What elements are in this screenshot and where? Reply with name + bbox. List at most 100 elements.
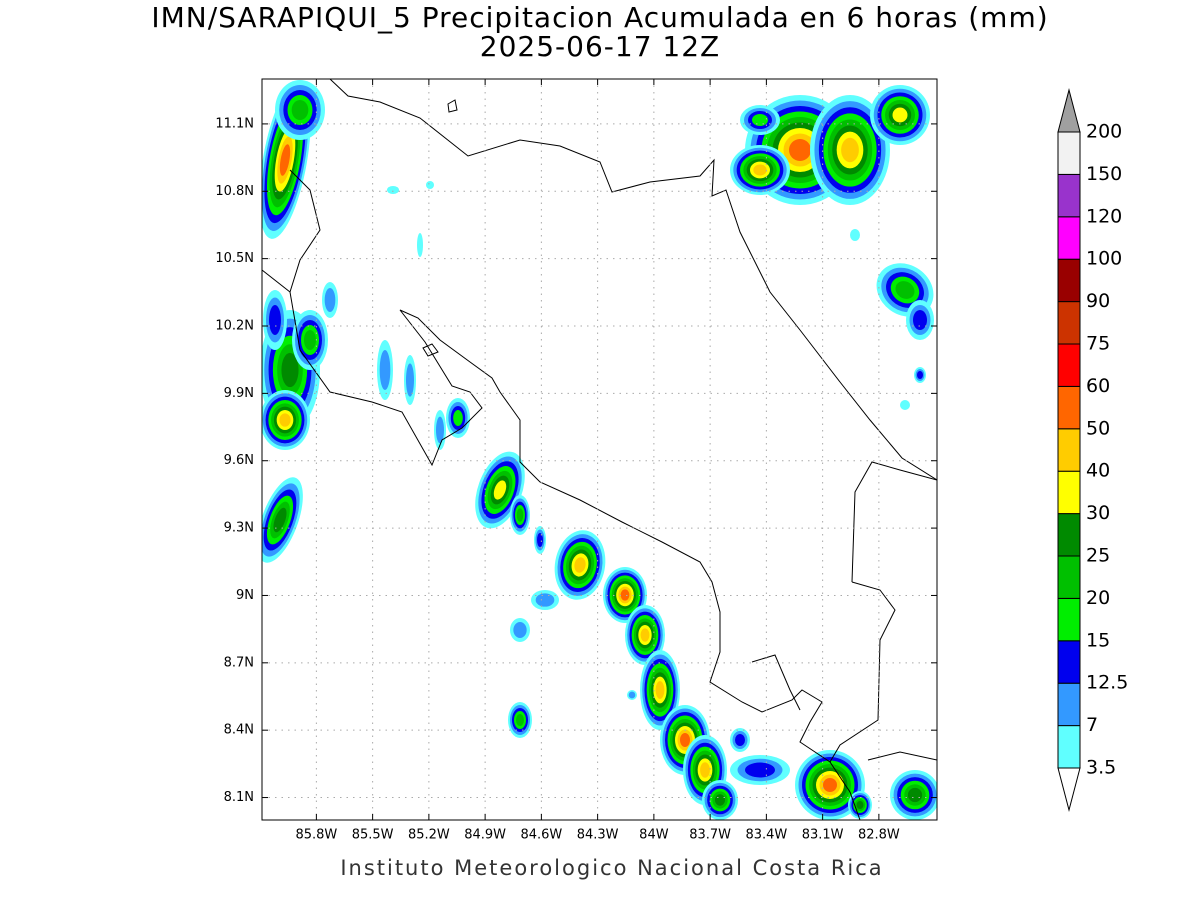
x-tick-label: 84.9W	[464, 828, 506, 843]
rain-contour	[535, 593, 555, 607]
colorbar-bin	[1057, 343, 1081, 387]
rain-contour	[291, 100, 309, 120]
colorbar-label: 50	[1086, 417, 1110, 439]
coastline	[262, 269, 861, 820]
rain-contour	[513, 622, 527, 638]
coastline	[751, 654, 801, 711]
colorbar-label: 25	[1086, 545, 1110, 567]
colorbar-label: 30	[1086, 502, 1110, 524]
rain-contour	[516, 508, 524, 522]
coastline	[867, 751, 937, 761]
colorbar-label: 15	[1086, 629, 1110, 651]
colorbar-bin	[1057, 725, 1081, 769]
colorbar-bin	[1057, 131, 1081, 175]
rain-contour	[628, 691, 636, 699]
colorbar-label: 3.5	[1086, 757, 1116, 779]
rain-contour	[324, 288, 336, 312]
colorbar-bin	[1057, 513, 1081, 557]
rain-contour	[574, 557, 586, 573]
x-tick-label: 82.8W	[858, 828, 900, 843]
colorbar-label: 20	[1086, 587, 1110, 609]
y-tick-label: 10.5N	[215, 251, 254, 266]
title: IMN/SARAPIQUI_5 Precipitacion Acumulada …	[151, 1, 1048, 34]
rain-contour	[892, 107, 908, 123]
y-tick-label: 9.3N	[224, 521, 254, 536]
rain-contour	[714, 794, 726, 806]
rain-contour	[279, 144, 291, 176]
rain-contour	[913, 310, 927, 330]
y-tick-label: 10.2N	[215, 319, 254, 334]
coastline	[829, 581, 896, 763]
rain-contour	[655, 681, 665, 699]
border	[851, 461, 937, 583]
y-tick-label: 11.1N	[215, 116, 254, 131]
colorbar-bin	[1057, 385, 1081, 430]
rain-contour	[436, 416, 444, 444]
colorbar-label: 7	[1086, 714, 1098, 736]
rain-contour	[895, 281, 915, 299]
y-tick-label: 8.1N	[224, 790, 254, 805]
rain-contour	[426, 181, 434, 189]
x-tick-label: 85.8W	[295, 828, 337, 843]
rain-contour	[735, 734, 745, 746]
border	[289, 169, 321, 293]
rain-contour	[269, 305, 281, 335]
rain-contour	[279, 413, 291, 427]
coastlines	[262, 79, 937, 820]
x-tick-label: 84.6W	[520, 828, 562, 843]
rain-contour	[700, 762, 710, 778]
colorbar-label: 90	[1086, 290, 1110, 312]
rain-contour	[856, 801, 864, 809]
x-tick-label: 85.2W	[408, 828, 450, 843]
rain-contour	[745, 762, 775, 778]
colorbar-bin	[1057, 682, 1081, 727]
colorbar-bin	[1057, 216, 1081, 260]
colorbar-label: 150	[1086, 163, 1122, 185]
rain-contour	[753, 164, 767, 176]
rain-contour	[537, 533, 543, 547]
x-tick-label: 84.3W	[577, 828, 619, 843]
footer: Instituto Meteorologico Nacional Costa R…	[340, 856, 883, 880]
x-tick-label: 85.5W	[352, 828, 394, 843]
y-tick-label: 9.9N	[224, 386, 254, 401]
rain-contour	[917, 371, 923, 379]
coastline	[329, 79, 937, 481]
colorbar-label: 100	[1086, 248, 1122, 270]
rain-contour	[640, 628, 650, 642]
colorbar-under	[1057, 767, 1081, 812]
island	[447, 99, 458, 113]
colorbar-bin	[1057, 428, 1081, 472]
rain-contour	[379, 350, 391, 390]
x-tick-label: 83.4W	[745, 828, 787, 843]
rain-contour	[453, 410, 463, 426]
y-tick-label: 8.4N	[224, 723, 254, 738]
rain-contour	[516, 714, 524, 726]
precipitation	[262, 80, 937, 820]
rain-contour	[907, 787, 923, 803]
colorbar-label: 12.5	[1086, 672, 1128, 694]
colorbar-label: 40	[1086, 460, 1110, 482]
rain-contour	[620, 589, 630, 601]
x-tick-label: 83.7W	[689, 828, 731, 843]
rain-contour	[417, 233, 423, 257]
x-tick-label: 84W	[639, 828, 669, 843]
colorbar-label: 200	[1086, 121, 1122, 143]
y-tick-label: 10.8N	[215, 184, 254, 199]
colorbar-over	[1057, 88, 1081, 133]
colorbar-label: 60	[1086, 375, 1110, 397]
rain-contour	[752, 114, 768, 126]
y-tick-label: 9N	[236, 588, 254, 603]
rain-contour	[273, 507, 287, 533]
subtitle: 2025-06-17 12Z	[480, 30, 720, 63]
colorbar-label: 75	[1086, 333, 1110, 355]
colorbar-bin	[1057, 597, 1081, 642]
colorbar-bin	[1057, 173, 1081, 218]
x-tick-label: 83.1W	[802, 828, 844, 843]
rain-contour	[789, 139, 811, 161]
island	[422, 343, 439, 357]
rain-contour	[304, 330, 316, 350]
colorbar-label: 120	[1086, 205, 1122, 227]
rain-contour	[281, 352, 299, 388]
map-frame	[261, 78, 938, 821]
